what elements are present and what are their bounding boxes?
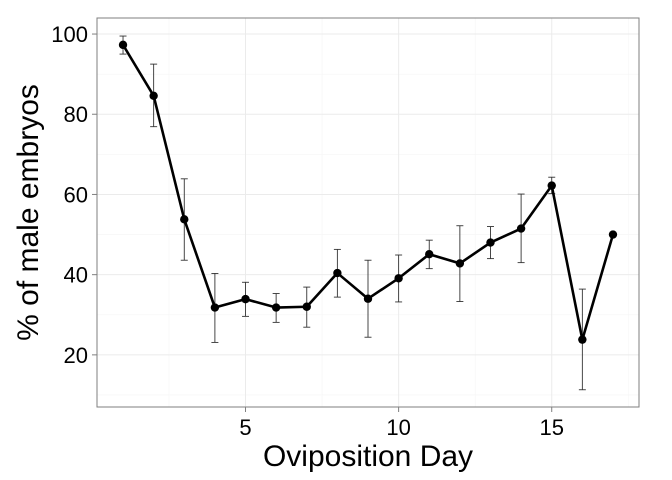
data-point [271,303,281,312]
axis-ticks [92,33,553,412]
data-point [180,215,189,224]
y-tick-label: 40 [64,263,88,288]
data-points [118,40,618,344]
y-tick-label: 60 [64,182,88,207]
tick-labels: 5 10 15 20 40 60 80 100 [51,22,564,440]
data-point [118,40,128,50]
y-tick-label: 100 [51,22,88,47]
data-point [333,268,342,278]
data-point [149,91,158,101]
data-point [516,224,526,233]
data-point [302,302,311,311]
y-tick-label: 20 [64,343,88,368]
data-point [547,181,556,190]
data-point [608,230,618,239]
x-axis-title: Oviposition Day [263,440,473,473]
data-point [425,250,434,259]
y-axis-title: % of male embryos [12,84,45,341]
error-bars [119,35,586,391]
x-tick-label: 10 [386,415,410,440]
data-point [241,294,250,304]
data-point [578,335,587,344]
data-point [486,238,495,247]
data-point [394,274,403,283]
x-tick-label: 5 [239,415,251,440]
data-point [455,259,465,268]
plot-panel [96,17,640,408]
data-point [363,294,373,303]
data-point [210,303,220,312]
y-tick-label: 80 [64,102,88,127]
x-tick-label: 15 [539,415,563,440]
